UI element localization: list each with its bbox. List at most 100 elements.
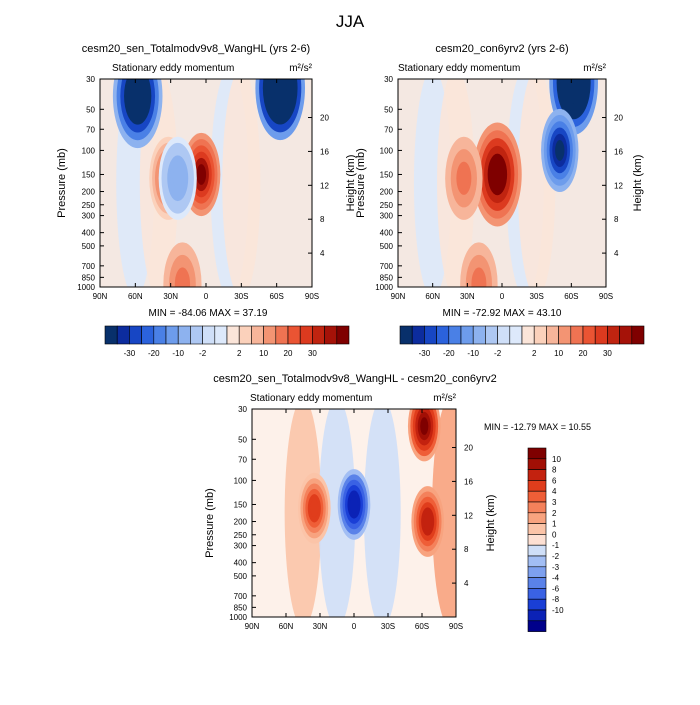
y-tick-label: 200 <box>82 188 96 197</box>
contour-level <box>555 140 565 161</box>
panel-ylabel-right: Height (km) <box>485 495 497 552</box>
colorbar-label: -10 <box>467 349 479 358</box>
x-tick-label: 90N <box>391 292 406 301</box>
y-tick-label: 70 <box>384 125 393 134</box>
colorbar-swatch <box>527 447 547 460</box>
colorbar-label: -10 <box>552 606 564 615</box>
colorbar-swatch <box>472 325 486 345</box>
panel-stats: MIN = -72.92 MAX = 43.10 <box>443 308 562 319</box>
y-tick-label: 400 <box>82 229 96 238</box>
figure-title: JJA <box>336 12 365 31</box>
colorbar-swatch <box>497 325 511 345</box>
colorbar-label: 10 <box>554 349 563 358</box>
y-tick-label: 70 <box>238 455 247 464</box>
colorbar-swatch <box>448 325 462 345</box>
colorbar-label: -2 <box>494 349 502 358</box>
colorbar-swatch <box>527 566 547 578</box>
colorbar-label: -30 <box>124 349 136 358</box>
colorbar-swatch <box>287 325 301 345</box>
colorbar-label: -30 <box>419 349 431 358</box>
height-tick-label: 12 <box>614 181 623 190</box>
panel-ylabel-right: Height (km) <box>632 155 644 212</box>
panel-subtitle: Stationary eddy momentum <box>398 63 520 74</box>
contour-band <box>222 79 261 287</box>
y-tick-label: 150 <box>234 500 248 509</box>
contour-field <box>100 79 312 287</box>
x-tick-label: 90N <box>93 292 108 301</box>
height-tick-label: 4 <box>614 249 619 258</box>
colorbar-swatch <box>527 598 547 611</box>
y-tick-label: 1000 <box>77 283 95 292</box>
contour-level <box>423 512 432 531</box>
colorbar-swatch <box>631 325 645 345</box>
y-tick-label: 100 <box>234 476 248 485</box>
colorbar-swatch <box>607 325 620 345</box>
contour-band <box>431 409 456 617</box>
y-tick-label: 200 <box>234 518 248 527</box>
colorbar-swatch <box>527 501 547 514</box>
y-tick-label: 700 <box>82 262 96 271</box>
x-tick-label: 30S <box>530 292 544 301</box>
colorbar-label: 2 <box>552 509 557 518</box>
colorbar-swatch <box>153 325 167 345</box>
colorbar-label: 4 <box>552 487 557 496</box>
x-tick-label: 60N <box>425 292 440 301</box>
panel-units: m²/s² <box>583 63 606 74</box>
contour-level <box>310 499 319 518</box>
colorbar-label: 6 <box>552 476 557 485</box>
panel-ylabel: Pressure (mb) <box>204 488 216 558</box>
colorbar-swatch <box>336 325 350 345</box>
y-tick-label: 250 <box>82 201 96 210</box>
colorbar-label: -2 <box>552 552 560 561</box>
height-tick-label: 16 <box>464 477 473 486</box>
contour-band <box>363 409 401 617</box>
colorbar-swatch <box>533 325 547 345</box>
contour-level <box>177 273 188 287</box>
y-tick-label: 150 <box>82 170 96 179</box>
colorbar-swatch <box>226 325 240 345</box>
contour-level <box>349 495 359 514</box>
x-tick-label: 60S <box>564 292 578 301</box>
height-tick-label: 8 <box>320 215 325 224</box>
height-tick-label: 4 <box>320 249 325 258</box>
contour-level <box>172 167 183 189</box>
colorbar-swatch <box>411 325 425 345</box>
height-tick-label: 8 <box>464 545 469 554</box>
panel-ylabel: Pressure (mb) <box>355 148 367 218</box>
colorbar-swatch <box>527 480 547 492</box>
colorbar-swatch <box>460 325 474 345</box>
y-tick-label: 1000 <box>229 613 247 622</box>
y-tick-label: 1000 <box>375 283 393 292</box>
y-tick-label: 500 <box>234 572 248 581</box>
colorbar-swatch <box>521 325 535 345</box>
panel-units: m²/s² <box>433 393 456 404</box>
contour-field <box>398 79 606 287</box>
y-tick-label: 30 <box>86 75 95 84</box>
x-tick-label: 30N <box>460 292 475 301</box>
panel-stats: MIN = -84.06 MAX = 37.19 <box>149 308 268 319</box>
y-tick-label: 150 <box>380 170 394 179</box>
contour-level <box>420 417 429 435</box>
colorbar-swatch <box>527 577 547 589</box>
panel-ylabel-right: Height (km) <box>345 155 357 212</box>
colorbar-label: -10 <box>172 349 184 358</box>
y-tick-label: 700 <box>234 592 248 601</box>
y-tick-label: 300 <box>82 212 96 221</box>
colorbar-label: 1 <box>552 520 557 529</box>
x-tick-label: 30N <box>163 292 178 301</box>
x-tick-label: 0 <box>204 292 209 301</box>
colorbar-swatch <box>299 325 313 345</box>
y-tick-label: 30 <box>238 405 247 414</box>
y-tick-label: 850 <box>380 273 394 282</box>
height-tick-label: 20 <box>614 114 623 123</box>
colorbar-label: 30 <box>603 349 612 358</box>
colorbar-label: 20 <box>284 349 293 358</box>
colorbar-swatch <box>582 325 596 345</box>
colorbar-swatch <box>527 523 547 535</box>
panel-title: cesm20_sen_Totalmodv9v8_WangHL (yrs 2-6) <box>82 43 310 55</box>
contour-level <box>474 273 484 287</box>
colorbar-swatch <box>190 325 203 345</box>
colorbar-swatch <box>312 325 325 345</box>
colorbar-label: 2 <box>237 349 242 358</box>
panel-top-right: cesm20_con6yrv2 (yrs 2-6) Stationary edd… <box>355 43 645 358</box>
